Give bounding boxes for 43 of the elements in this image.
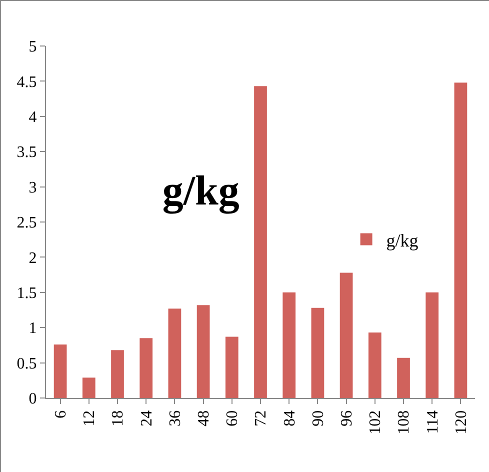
- x-tick-label: 48: [196, 410, 212, 426]
- bar: [111, 350, 124, 398]
- x-tick-label: 96: [338, 410, 356, 426]
- y-tick-label: 5: [28, 38, 37, 56]
- bar: [340, 272, 353, 398]
- x-tick-label: 90: [310, 410, 327, 426]
- x-tick-label: 108: [396, 410, 413, 434]
- y-tick-label: 1.5: [16, 285, 37, 302]
- bar: [82, 378, 96, 398]
- bar: [311, 308, 324, 398]
- legend-label: g/kg: [386, 230, 418, 250]
- x-tick-label: 72: [252, 410, 270, 426]
- bar: [282, 292, 296, 398]
- y-tick-label: 0: [28, 390, 37, 408]
- y-tick-label: 1: [28, 320, 37, 338]
- x-tick-label: 60: [224, 410, 242, 426]
- x-tick-label: 84: [281, 410, 298, 426]
- x-tick-label: 114: [424, 410, 442, 434]
- bar: [454, 82, 468, 398]
- bar: [426, 292, 439, 398]
- bar: [168, 308, 182, 398]
- bar: [54, 344, 67, 398]
- x-tick-label: 12: [81, 410, 98, 426]
- y-tick-label: 2.5: [16, 214, 37, 232]
- bar: [254, 86, 267, 398]
- y-tick-label: 0.5: [16, 355, 37, 372]
- x-tick-label: 6: [52, 410, 70, 418]
- y-tick-label: 3.5: [16, 144, 37, 162]
- y-tick-label: 4.5: [16, 74, 37, 91]
- x-tick-label: 36: [166, 410, 184, 426]
- y-tick-label: 4: [28, 109, 37, 126]
- x-tick-label: 18: [110, 410, 127, 426]
- bar: [397, 358, 410, 398]
- y-tick-label: 2: [28, 250, 37, 267]
- x-tick-label: 120: [452, 410, 470, 434]
- x-tick-label: 24: [138, 410, 156, 426]
- y-tick-label: 3: [28, 179, 37, 196]
- x-tick-label: 102: [367, 410, 384, 434]
- bar: [140, 338, 153, 398]
- bar: [225, 336, 238, 398]
- bar: [196, 305, 210, 398]
- text: g/kg: [162, 168, 240, 214]
- bar: [368, 332, 382, 398]
